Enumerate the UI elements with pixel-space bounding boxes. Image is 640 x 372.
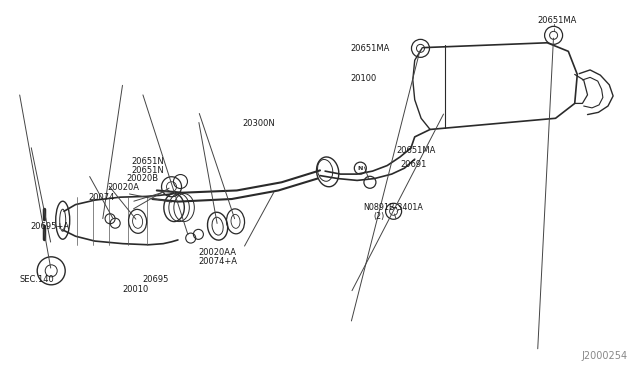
Text: 20010: 20010	[123, 285, 149, 294]
Text: 20651MA: 20651MA	[351, 44, 390, 53]
Text: 20100: 20100	[351, 74, 377, 83]
Text: 20651MA: 20651MA	[397, 146, 436, 155]
Text: J2000254: J2000254	[581, 352, 627, 361]
Text: 20651N: 20651N	[131, 157, 164, 166]
Text: N0891B-3401A: N0891B-3401A	[364, 203, 424, 212]
Text: N: N	[358, 166, 363, 171]
Text: SEC.140: SEC.140	[19, 275, 54, 284]
Text: 20020A: 20020A	[108, 183, 140, 192]
Text: 20651N: 20651N	[131, 166, 164, 174]
Text: 20695: 20695	[142, 275, 168, 284]
Text: 20074+A: 20074+A	[198, 257, 237, 266]
Text: 20691: 20691	[400, 160, 426, 169]
Text: 20020B: 20020B	[127, 174, 159, 183]
Text: 20651MA: 20651MA	[538, 16, 577, 25]
Text: 20300N: 20300N	[242, 119, 275, 128]
Text: 20695+A: 20695+A	[31, 222, 70, 231]
Text: (2): (2)	[374, 212, 385, 221]
Text: 20074: 20074	[88, 193, 115, 202]
Text: 20020AA: 20020AA	[198, 248, 236, 257]
